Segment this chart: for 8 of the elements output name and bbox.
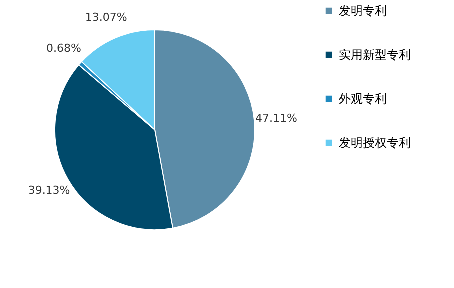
data-label: 0.68%: [46, 42, 82, 55]
data-label: 13.07%: [85, 11, 128, 24]
legend-label: 外观专利: [339, 92, 387, 106]
legend-label: 实用新型专利: [339, 48, 411, 62]
data-label: 47.11%: [256, 112, 298, 125]
legend-label: 发明专利: [339, 4, 387, 18]
legend-label: 发明授权专利: [339, 136, 411, 150]
data-label: 39.13%: [28, 184, 70, 197]
